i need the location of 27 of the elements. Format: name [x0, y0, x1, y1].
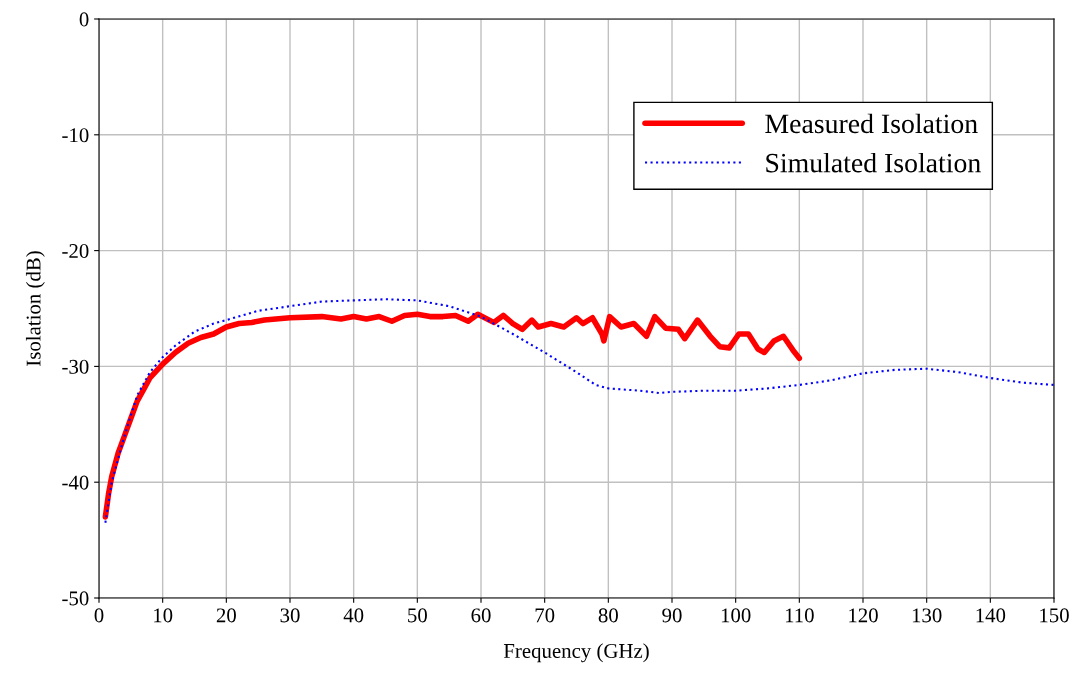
x-tick-label: 130 — [912, 608, 942, 623]
y-tick-label: -50 — [62, 591, 89, 606]
x-tick-label: 0 — [94, 608, 104, 623]
x-tick-label: 60 — [471, 608, 491, 623]
x-tick-label: 140 — [976, 608, 1006, 623]
legend-label: Measured Isolation — [765, 113, 978, 134]
legend-label: Simulated Isolation — [766, 152, 981, 173]
y-tick-label: 0 — [79, 12, 89, 27]
x-axis-title: Frequency (GHz) — [503, 643, 649, 663]
x-tick-label: 40 — [343, 608, 364, 623]
x-tick-label: 120 — [849, 608, 878, 623]
x-tick-label: 30 — [280, 608, 300, 623]
x-tick-label: 150 — [1040, 608, 1069, 623]
x-tick-label: 100 — [721, 608, 751, 623]
y-tick-label: -20 — [62, 243, 89, 259]
y-tick-label: -30 — [62, 359, 89, 374]
x-tick-label: 70 — [535, 608, 555, 623]
x-tick-label: 110 — [785, 608, 814, 623]
line-series — [104, 298, 1054, 524]
x-tick-label: 90 — [662, 608, 682, 623]
x-tick-label: 20 — [216, 608, 236, 623]
y-axis-title: Isolation (dB) — [25, 251, 45, 366]
y-tick-label: -10 — [62, 128, 89, 143]
x-tick-label: 10 — [154, 608, 173, 623]
y-tick-label: -40 — [62, 475, 89, 490]
x-tick-label: 80 — [598, 608, 618, 623]
x-tick-label: 50 — [408, 608, 427, 623]
